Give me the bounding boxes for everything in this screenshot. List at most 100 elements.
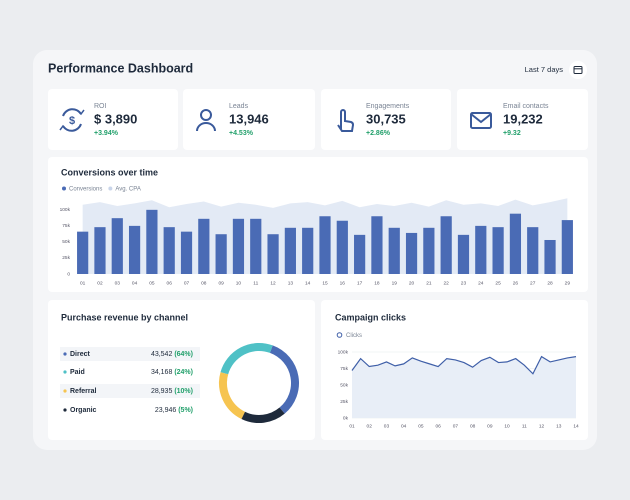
bar: [250, 218, 262, 274]
revenue-value: 23,946: [155, 407, 177, 414]
x-tick-label: 11: [253, 280, 258, 286]
chart-title: Conversions over time: [61, 167, 158, 177]
bar: [146, 209, 158, 274]
x-tick-label: 10: [236, 280, 242, 286]
bar: [77, 231, 89, 274]
x-tick-label: 07: [184, 280, 190, 286]
bar: [561, 220, 573, 274]
row-bullet: [63, 389, 67, 393]
y-tick-label: 25k: [62, 255, 70, 261]
bar: [527, 227, 539, 274]
x-tick-label: 02: [97, 280, 103, 286]
x-tick-label: 15: [322, 280, 328, 286]
line: [351, 355, 577, 375]
x-tick-label: 12: [270, 280, 276, 286]
bar: [457, 234, 470, 274]
kpi-card: [457, 89, 588, 150]
x-tick-label: 14: [573, 423, 579, 429]
y-tick-label: 50k: [62, 239, 70, 245]
kpi-value: 30,735: [366, 111, 406, 126]
bar: [180, 231, 193, 274]
kpi-change: +9.32: [503, 130, 521, 137]
legend-label: Conversions: [69, 187, 102, 193]
x-tick-label: 05: [418, 423, 424, 429]
revenue-value: 34,168: [151, 369, 173, 376]
x-tick-label: 08: [470, 423, 476, 429]
legend-label: Avg. CPA: [115, 187, 140, 193]
y-tick-label: 100k: [60, 207, 71, 213]
bar: [354, 234, 366, 274]
x-tick-label: 04: [132, 280, 138, 286]
kpi-row: $: [48, 89, 588, 150]
bar: [492, 227, 504, 274]
x-tick-label: 27: [530, 280, 536, 286]
row-bullet: [63, 352, 67, 356]
kpi-value: 19,232: [503, 111, 543, 126]
legend-swatch: [336, 332, 343, 338]
bar: [423, 227, 435, 274]
x-tick-label: 08: [201, 280, 207, 286]
x-tick-label: 19: [392, 280, 398, 286]
bar: [302, 227, 314, 274]
bar: [544, 239, 556, 274]
revenue-share: (10%): [174, 388, 193, 395]
bar: [475, 225, 487, 274]
channel-value: 34,168 (24%): [151, 369, 193, 376]
x-tick-label: 28: [547, 280, 553, 286]
bar: [388, 227, 400, 274]
kpi-label: Engagements: [366, 103, 410, 110]
channel-name: Direct: [70, 351, 91, 358]
x-tick-label: 06: [435, 423, 441, 429]
x-tick-label: 04: [401, 423, 407, 429]
row-bullet: [63, 370, 67, 374]
revenue-card: [48, 300, 315, 440]
donut-segment: [241, 407, 285, 423]
x-tick-label: 13: [556, 423, 562, 429]
y-tick-label: 0: [67, 271, 70, 277]
kpi-label: Leads: [229, 103, 249, 110]
y-tick-label: 50k: [340, 382, 348, 388]
bar: [94, 227, 106, 274]
x-tick-label: 01: [349, 423, 355, 429]
x-tick-label: 23: [461, 280, 467, 286]
channel-name: Organic: [70, 407, 97, 414]
row-bg: [60, 384, 200, 398]
bar: [509, 213, 522, 274]
channel-name: Referral: [70, 388, 97, 395]
x-tick-label: 18: [374, 280, 380, 286]
x-tick-label: 12: [539, 423, 545, 429]
kpi-change: +3.94%: [94, 130, 119, 137]
legend-label: Clicks: [346, 333, 362, 339]
x-tick-label: 09: [218, 280, 224, 286]
line-area: [352, 356, 576, 418]
kpi-change: +2.86%: [366, 130, 391, 137]
channel-value: 28,935 (10%): [151, 388, 193, 395]
donut-segment: [269, 345, 299, 414]
bar: [319, 216, 331, 274]
y-tick-label: 75k: [62, 223, 70, 229]
x-tick-label: 21: [426, 280, 432, 286]
x-tick-label: 02: [367, 423, 373, 429]
legend-swatch: [62, 186, 66, 191]
revenue-value: 28,935: [151, 388, 173, 395]
y-tick-label: 0k: [343, 415, 349, 421]
bar: [440, 216, 452, 274]
kpi-icons: $: [59, 108, 492, 132]
x-tick-label: 03: [384, 423, 390, 429]
kpi-label: Email contacts: [503, 103, 549, 110]
x-tick-label: 03: [115, 280, 121, 286]
calendar-button[interactable]: [569, 61, 587, 79]
chart-title: Campaign clicks: [335, 312, 406, 322]
bar: [405, 232, 418, 274]
bar: [284, 227, 296, 274]
date-range[interactable]: Last 7 days: [525, 65, 564, 74]
kpi-value: $ 3,890: [94, 111, 137, 126]
bar: [336, 220, 348, 274]
svg-text:$: $: [69, 115, 75, 127]
dashboard-title: Performance Dashboard: [48, 61, 193, 75]
kpi-card: [321, 89, 451, 150]
x-tick-label: 07: [453, 423, 459, 429]
row-bullet: [63, 408, 67, 412]
x-tick-label: 25: [495, 280, 501, 286]
